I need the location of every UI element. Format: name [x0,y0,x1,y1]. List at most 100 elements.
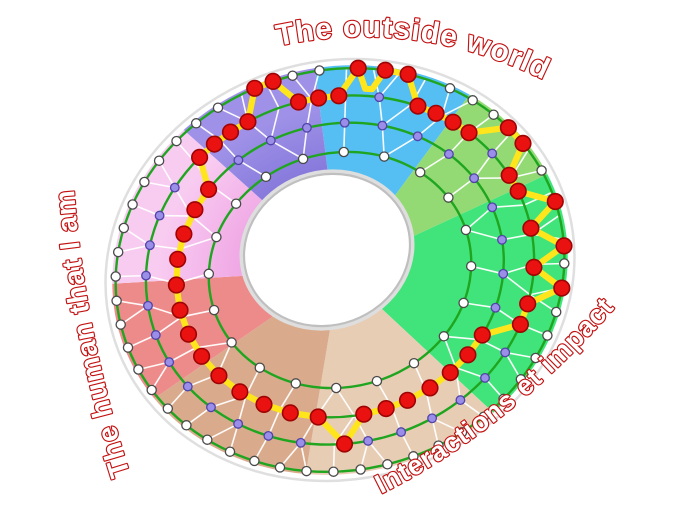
selected-node [239,113,257,131]
grid-node [297,153,309,165]
grid-node [438,331,450,342]
grid-node [146,384,157,396]
grid-node [460,224,472,236]
mesh-edge [138,361,170,371]
selected-node [444,113,462,131]
mesh-edge [378,72,401,98]
mesh-edge [181,309,215,318]
grid-node [550,306,562,318]
mesh-edge [117,244,151,253]
grid-node [164,357,175,368]
grid-node [478,411,490,422]
selected-node [499,119,518,137]
grid-node [226,337,237,348]
grid-node [467,95,478,106]
grid-node [263,430,274,441]
selected-node [175,225,193,243]
grid-node [444,83,456,94]
grid-node [141,270,151,281]
selected-node [171,301,189,319]
grid-node [230,198,242,209]
grid-node [339,117,350,128]
grid-node [111,295,122,307]
grid-node [254,362,266,373]
grid-node [378,151,390,162]
mesh-edge [120,305,149,326]
grid-node [490,302,501,313]
selected-node [398,391,417,409]
grid-node [497,234,507,245]
selected-node [514,134,532,152]
selected-node [335,435,354,453]
mesh-edge [149,244,180,250]
center-hole-layer [239,169,415,331]
selected-node [409,97,427,115]
selected-node [310,89,328,107]
mesh-edge [116,299,149,307]
center-hole [242,172,412,328]
selected-node [231,383,249,401]
grid-node [144,240,155,251]
selected-node [191,148,209,166]
grid-node [265,135,276,146]
selected-node [246,79,264,97]
grid-node [110,271,121,282]
selected-node [427,104,445,122]
selected-node [355,405,373,423]
grid-node [290,378,302,389]
selected-node [210,367,228,385]
selected-node [553,279,571,297]
grid-node [355,464,366,475]
grid-node [443,192,454,203]
grid-node [377,120,388,131]
selected-node [376,61,394,79]
mesh-edge [270,139,304,160]
grid-node [224,446,236,457]
grid-node [542,330,553,341]
mesh-edge [463,302,496,309]
grid-node [143,300,153,311]
selected-node [441,364,459,382]
mesh-edge [206,423,239,441]
grid-node [162,403,174,414]
grid-node [154,210,165,221]
selected-node [519,295,537,313]
grid-node [127,199,138,210]
grid-node [487,202,498,213]
mesh-edge [471,265,504,275]
mesh-edge [335,387,355,417]
grid-node [233,418,244,429]
selected-node [205,135,223,153]
grid-node [487,148,498,159]
grid-node [181,420,192,431]
grid-node [295,437,306,448]
grid-node [122,342,134,353]
grid-node [465,260,477,272]
grid-node [208,304,220,316]
grid-node [338,146,350,158]
ring-4 [207,150,473,390]
grid-node [498,268,509,279]
mesh-edge [195,341,232,349]
selected-node [186,201,204,219]
grid-node [153,155,165,166]
mesh-edge [191,215,217,238]
selected-node [459,346,477,364]
grid-node [330,382,342,394]
grid-node [374,92,385,103]
mesh-edge [155,316,183,336]
selected-node [511,315,530,334]
selected-node [500,166,518,184]
grid-node [443,149,454,160]
mesh-edge [473,153,493,179]
selected-node [193,347,211,365]
grid-node [203,268,215,280]
grid-node [433,440,444,451]
mesh-edge [151,361,170,391]
mesh-edge [492,204,525,209]
grid-node [212,102,224,113]
selected-node [309,408,327,426]
grid-node [211,231,222,243]
grid-node [171,135,182,147]
mesh-edge [179,236,217,250]
